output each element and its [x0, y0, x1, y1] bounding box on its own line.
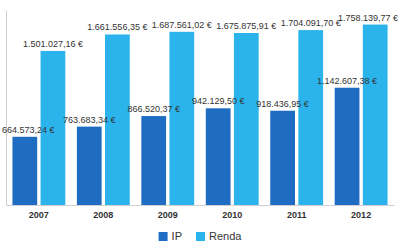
data-labels: 664.573,24 € 763.683,34 € 866.520,37 € 942.… [2, 13, 398, 135]
y-axis [6, 11, 7, 206]
data-label: 1.661.556,35 € [87, 22, 147, 32]
data-label: 1.675.875,91 € [216, 21, 276, 31]
bar [77, 127, 102, 205]
bars [12, 25, 387, 205]
data-label: 942.129,50 € [192, 96, 245, 106]
legend-label: IP [172, 230, 182, 242]
legend-item: IP [159, 230, 182, 242]
data-label: 918.436,95 € [256, 99, 309, 109]
data-label: 664.573,24 € [2, 125, 55, 135]
chart-svg: 2007 2008 2009 2010 2011 2012 664.573,24 € 763.… [0, 0, 400, 250]
data-label: 763.683,34 € [63, 115, 116, 125]
legend-label: Renda [209, 230, 242, 242]
data-label: 1.687.561,02 € [152, 20, 212, 30]
legend-swatch [159, 232, 168, 241]
x-tick-label: 2007 [29, 210, 49, 220]
x-tick-label: 2010 [222, 210, 242, 220]
chart-container: 2007 2008 2009 2010 2011 2012 664.573,24 € 763.… [0, 0, 400, 250]
data-label: 1.758.139,77 € [338, 13, 398, 23]
bar [363, 25, 388, 205]
data-label: 1.142.607,38 € [317, 76, 377, 86]
series-bars [41, 25, 388, 205]
bar [12, 137, 37, 205]
bar [298, 30, 323, 205]
x-tick-label: 2011 [287, 210, 307, 220]
bar [270, 111, 295, 205]
bar [335, 88, 360, 205]
bar [141, 116, 166, 205]
data-label: 1.704.091,70 € [281, 18, 341, 28]
legend-swatch [196, 232, 205, 241]
data-label: 1.501.027,16 € [23, 39, 83, 49]
x-axis-line [7, 205, 395, 206]
y-axis-line [6, 11, 7, 206]
x-tick-label: 2008 [93, 210, 113, 220]
legend: IP Renda [159, 230, 243, 242]
x-axis: 2007 2008 2009 2010 2011 2012 [7, 205, 395, 220]
x-tick: 2012 [351, 205, 371, 220]
x-tick: 2007 [29, 205, 49, 220]
x-tick: 2011 [287, 205, 307, 220]
x-tick-label: 2009 [158, 210, 178, 220]
x-tick: 2010 [222, 205, 242, 220]
bar [206, 108, 231, 205]
legend-item: Renda [196, 230, 242, 242]
x-tick: 2008 [93, 205, 113, 220]
x-tick-label: 2012 [351, 210, 371, 220]
bar [234, 33, 259, 205]
data-label: 866.520,37 € [127, 104, 180, 114]
x-tick: 2009 [158, 205, 178, 220]
bar [169, 32, 194, 205]
